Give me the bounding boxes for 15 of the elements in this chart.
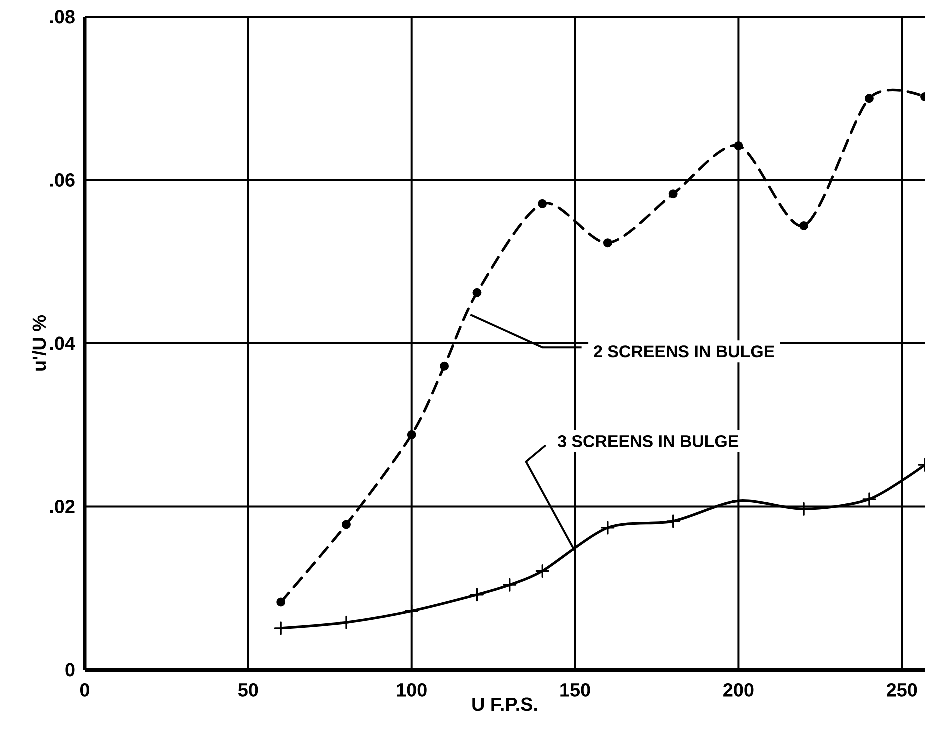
y-tick-label: 0 [66,663,75,677]
y-tick-label: .04 [50,336,76,350]
y-axis-title: u'/U % [32,315,46,371]
annotation: 3 SCREENS IN BULGE [558,435,739,448]
x-tick-label: 150 [560,683,590,697]
x-tick-label: 200 [724,683,754,697]
y-tick-label: .06 [50,174,75,187]
x-tick-label: 250 [886,683,918,697]
x-tick-label: 100 [397,683,427,697]
y-tick-label: .08 [50,10,75,24]
annotation: 2 SCREENS IN BULGE [594,346,774,358]
y-tick-label: .02 [50,500,75,514]
x-axis-title: U F.P.S. [472,698,538,712]
x-tick-label: 50 [238,683,258,697]
x-tick-label: 0 [80,683,90,697]
